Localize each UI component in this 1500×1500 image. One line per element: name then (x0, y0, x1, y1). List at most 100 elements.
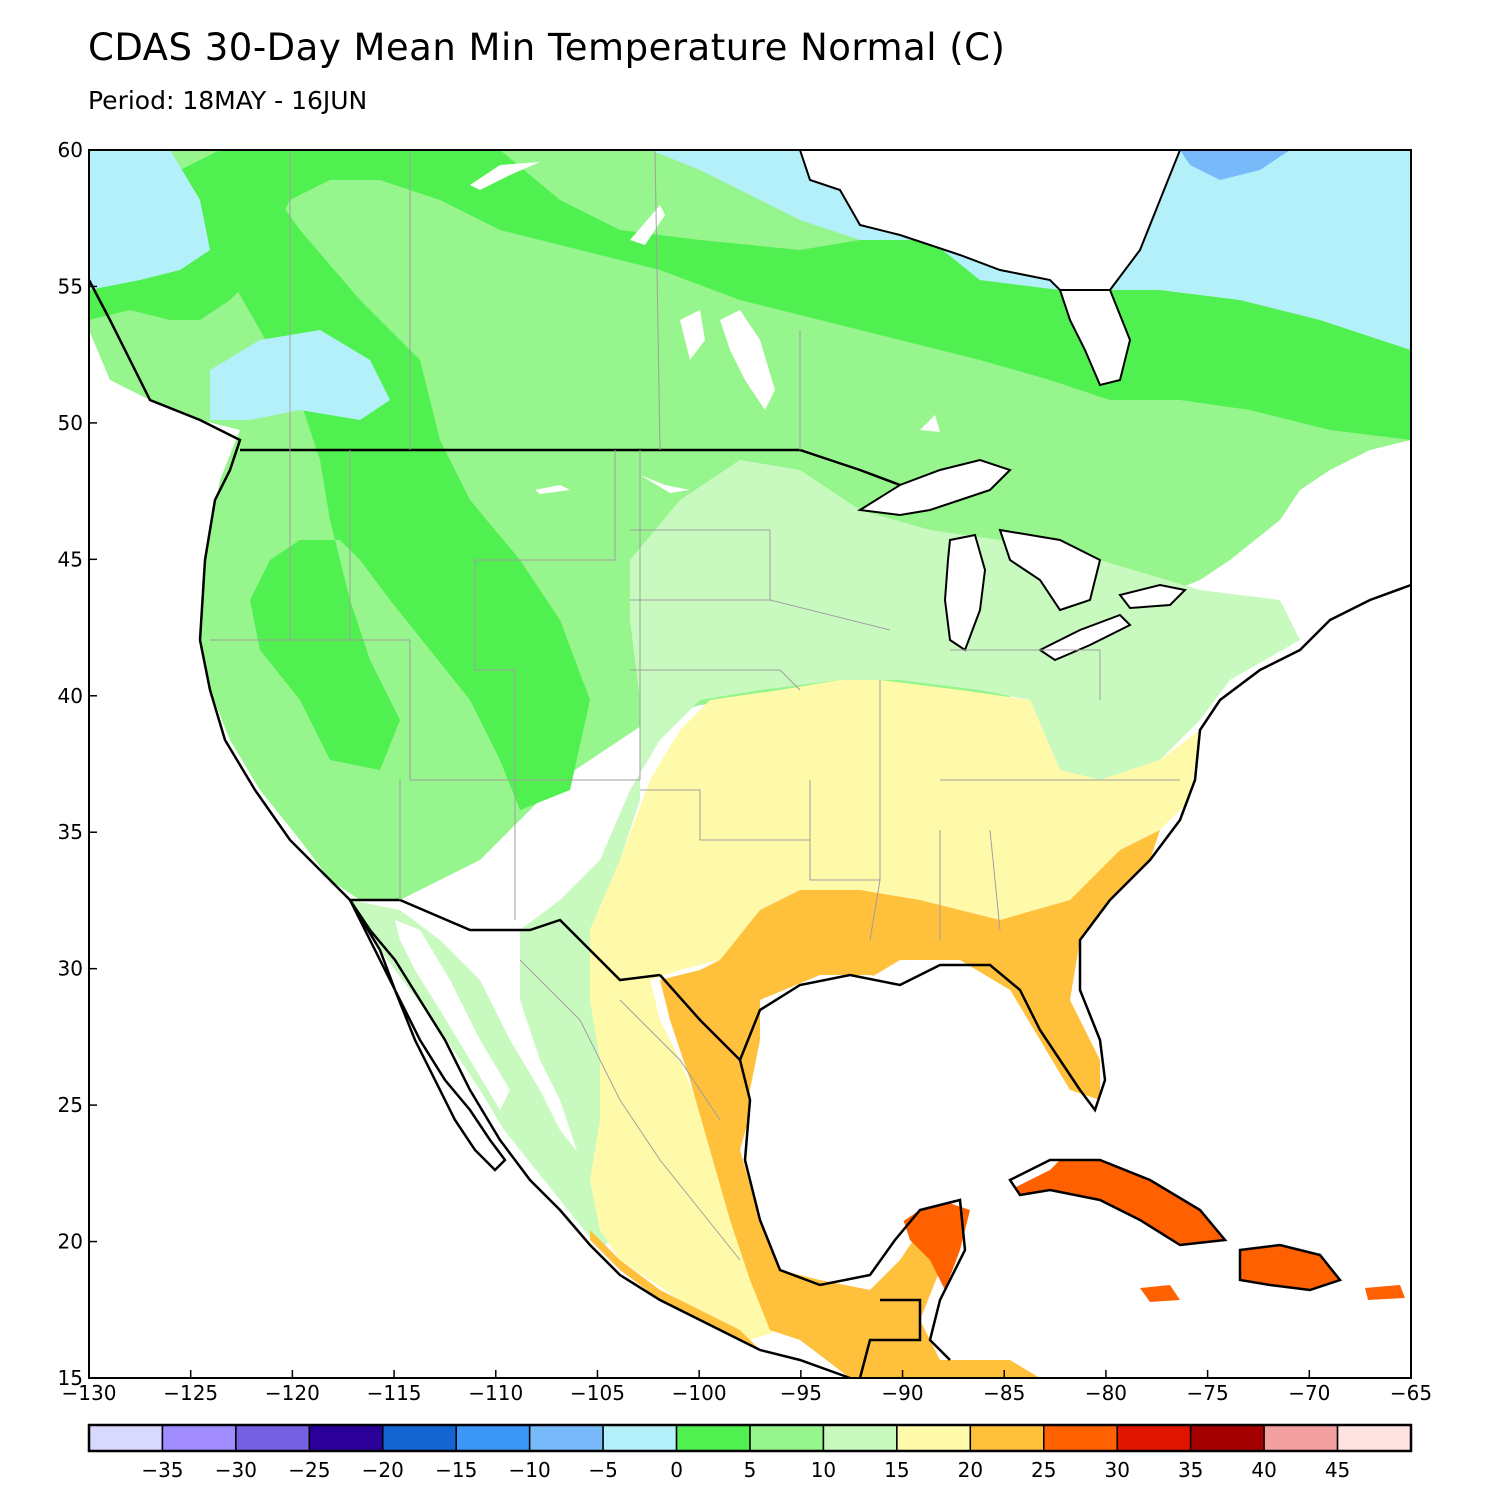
legend-swatch (1336, 1424, 1412, 1452)
lon-tick-label: −75 (1187, 1381, 1229, 1405)
lon-tick-label: −100 (672, 1381, 727, 1405)
legend-label: 20 (958, 1458, 983, 1482)
lon-tick-label: −85 (983, 1381, 1025, 1405)
gulf-of-mexico (745, 965, 1080, 1280)
state-line (869, 680, 881, 941)
hudson-bay (798, 150, 1182, 302)
band-20-25-gulf (660, 830, 1160, 1378)
lat-tick-label: 25 (58, 1093, 83, 1117)
state-line (409, 640, 640, 781)
lake-small-4 (920, 415, 940, 432)
cuba-coastline (1008, 1158, 1228, 1247)
legend-label: 25 (1031, 1458, 1056, 1482)
map-subtitle: Period: 18MAY - 16JUN (88, 86, 367, 115)
map-title: CDAS 30-Day Mean Min Temperature Normal … (88, 26, 1006, 69)
state-line (630, 529, 891, 631)
lat-tick-label: 20 (58, 1230, 83, 1254)
band-25-30-puertorico (1365, 1285, 1405, 1300)
legend-swatch (969, 1424, 1045, 1452)
legend-swatch (528, 1424, 604, 1452)
period-label: Period: (88, 86, 175, 115)
state-line (654, 149, 661, 451)
lake-winnipeg (720, 310, 775, 410)
map-frame (88, 149, 1412, 1379)
band-25-30-yucatan (900, 1200, 970, 1290)
legend-label: 0 (670, 1458, 683, 1482)
state-line (950, 649, 1101, 700)
lon-tick-label: −130 (62, 1381, 117, 1405)
legend-swatch (308, 1424, 384, 1452)
band-25-30-cuba (1010, 1160, 1225, 1245)
lon-tick-label: −95 (780, 1381, 822, 1405)
band-25-30-jamaica (1140, 1285, 1180, 1302)
axis-ticks: −130 −125 −120 −115 −110 −105 −100 −95 −90 −85 −80… (58, 138, 1433, 1405)
legend-swatch (749, 1424, 825, 1452)
lon-tick-label: −105 (570, 1381, 625, 1405)
lake-ontario (1118, 583, 1188, 610)
legend-label: −25 (288, 1458, 330, 1482)
legend-swatch (161, 1424, 237, 1452)
lake-small-6 (535, 485, 570, 494)
legend-swatch (1116, 1424, 1192, 1452)
lat-tick-label: 50 (58, 411, 83, 435)
legend-swatch (235, 1424, 311, 1452)
band-15-20 (590, 680, 1200, 1340)
legend-label: −20 (362, 1458, 404, 1482)
legend-swatch (896, 1424, 972, 1452)
legend-label: −15 (435, 1458, 477, 1482)
legend-swatch (675, 1424, 751, 1452)
lon-tick-label: −70 (1288, 1381, 1330, 1405)
state-line (619, 999, 721, 1121)
us-canada-border (240, 448, 901, 487)
lon-tick-label: −90 (881, 1381, 923, 1405)
lake-superior (857, 458, 1012, 517)
us-gulf-coastline (738, 583, 1412, 1113)
band-0-5-north (89, 150, 1411, 440)
legend-label: 5 (744, 1458, 757, 1482)
pacific-ocean (89, 420, 850, 1378)
state-line (474, 560, 516, 790)
legend-label: 40 (1251, 1458, 1276, 1482)
atlantic-ocean (1080, 600, 1411, 1280)
lon-tick-label: −115 (367, 1381, 422, 1405)
lat-tick-label: 30 (58, 957, 83, 981)
lake-small-1 (680, 310, 705, 360)
state-line (519, 959, 741, 1261)
legend-outline (87, 1423, 1413, 1453)
legend-label: 10 (811, 1458, 836, 1482)
band-25-30-hispaniola (1240, 1245, 1340, 1290)
state-line (640, 789, 810, 841)
guatemala-border (858, 1298, 922, 1379)
color-legend: −35 −30 −25 −20 −15 −10 −5 0 5 10 15 20 25 30 35 40 45 (87, 1423, 1413, 1482)
map-field (89, 150, 1411, 1378)
band-0-5-rockies (200, 160, 590, 810)
hispaniola-coastline (1238, 1243, 1343, 1292)
legend-swatch (1043, 1424, 1118, 1452)
legend-label: 30 (1104, 1458, 1129, 1482)
lat-tick-label: 45 (58, 547, 83, 571)
band-minus10-minus5 (1180, 150, 1290, 180)
legend-label: −30 (215, 1458, 257, 1482)
lake-erie (1038, 613, 1132, 662)
band-minus5-0-bc (210, 330, 390, 420)
band-10-15 (520, 460, 1300, 1260)
lat-tick-label: 60 (58, 138, 83, 162)
legend-label: −10 (509, 1458, 551, 1482)
lat-tick-label: 15 (58, 1366, 83, 1390)
legend-label: −35 (141, 1458, 183, 1482)
lat-tick-label: 40 (58, 684, 83, 708)
band-20-25-pacific (590, 1230, 760, 1350)
legend-label: −5 (588, 1458, 617, 1482)
lon-tick-label: −65 (1390, 1381, 1432, 1405)
state-line (809, 780, 880, 881)
legend-label: 45 (1325, 1458, 1350, 1482)
legend-swatch (382, 1424, 457, 1452)
legend-label: 15 (884, 1458, 909, 1482)
legend-swatch (602, 1424, 678, 1452)
period-value: 18MAY - 16JUN (182, 86, 368, 115)
legend-swatch (1189, 1424, 1265, 1452)
political-boundaries (210, 149, 1180, 1261)
lake-huron (998, 528, 1102, 612)
state-line (989, 829, 1001, 931)
gulf-of-california (395, 920, 510, 1110)
